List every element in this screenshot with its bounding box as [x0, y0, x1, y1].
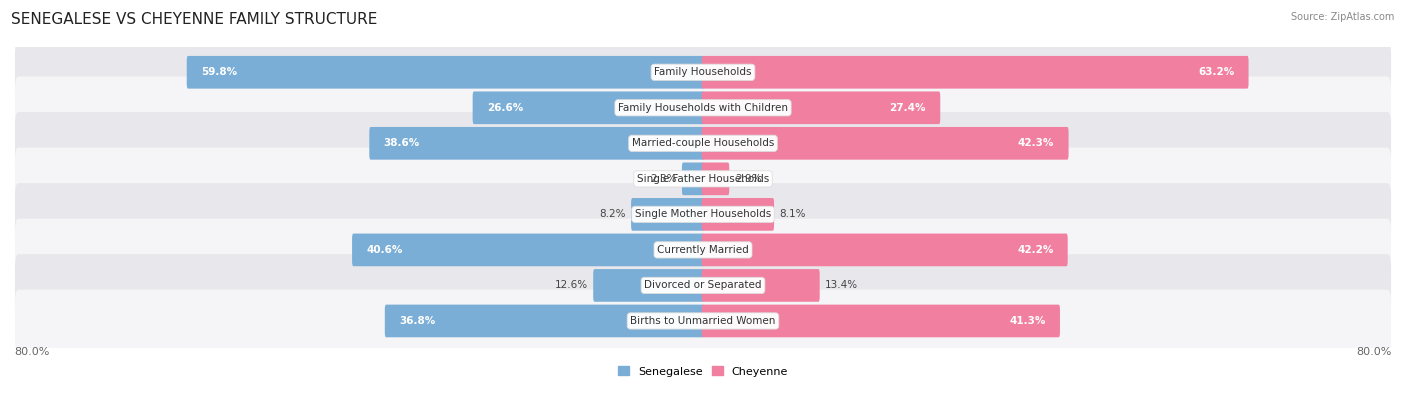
Text: 80.0%: 80.0% — [14, 346, 49, 357]
FancyBboxPatch shape — [702, 162, 730, 195]
Text: Divorced or Separated: Divorced or Separated — [644, 280, 762, 290]
Text: 26.6%: 26.6% — [486, 103, 523, 113]
Text: 40.6%: 40.6% — [367, 245, 402, 255]
FancyBboxPatch shape — [15, 148, 1391, 210]
Text: Source: ZipAtlas.com: Source: ZipAtlas.com — [1291, 12, 1395, 22]
Text: 42.2%: 42.2% — [1017, 245, 1053, 255]
FancyBboxPatch shape — [702, 198, 775, 231]
Text: 41.3%: 41.3% — [1010, 316, 1046, 326]
FancyBboxPatch shape — [187, 56, 704, 88]
Text: Single Father Households: Single Father Households — [637, 174, 769, 184]
FancyBboxPatch shape — [15, 290, 1391, 352]
FancyBboxPatch shape — [385, 305, 704, 337]
Text: 2.9%: 2.9% — [735, 174, 762, 184]
Text: SENEGALESE VS CHEYENNE FAMILY STRUCTURE: SENEGALESE VS CHEYENNE FAMILY STRUCTURE — [11, 12, 378, 27]
FancyBboxPatch shape — [15, 41, 1391, 103]
Text: Births to Unmarried Women: Births to Unmarried Women — [630, 316, 776, 326]
FancyBboxPatch shape — [702, 92, 941, 124]
Text: 80.0%: 80.0% — [1357, 346, 1392, 357]
FancyBboxPatch shape — [370, 127, 704, 160]
FancyBboxPatch shape — [702, 305, 1060, 337]
Text: 59.8%: 59.8% — [201, 67, 238, 77]
FancyBboxPatch shape — [15, 254, 1391, 317]
FancyBboxPatch shape — [702, 56, 1249, 88]
Legend: Senegalese, Cheyenne: Senegalese, Cheyenne — [613, 362, 793, 381]
FancyBboxPatch shape — [702, 233, 1067, 266]
Text: 12.6%: 12.6% — [554, 280, 588, 290]
FancyBboxPatch shape — [631, 198, 704, 231]
Text: 38.6%: 38.6% — [384, 138, 420, 148]
Text: 27.4%: 27.4% — [890, 103, 927, 113]
FancyBboxPatch shape — [702, 269, 820, 302]
FancyBboxPatch shape — [682, 162, 704, 195]
Text: Single Mother Households: Single Mother Households — [636, 209, 770, 219]
Text: 13.4%: 13.4% — [825, 280, 859, 290]
FancyBboxPatch shape — [15, 77, 1391, 139]
FancyBboxPatch shape — [352, 233, 704, 266]
Text: 2.3%: 2.3% — [650, 174, 676, 184]
Text: 42.3%: 42.3% — [1018, 138, 1054, 148]
Text: 8.2%: 8.2% — [599, 209, 626, 219]
FancyBboxPatch shape — [15, 112, 1391, 175]
FancyBboxPatch shape — [472, 92, 704, 124]
FancyBboxPatch shape — [593, 269, 704, 302]
FancyBboxPatch shape — [15, 183, 1391, 246]
Text: Family Households with Children: Family Households with Children — [619, 103, 787, 113]
FancyBboxPatch shape — [702, 127, 1069, 160]
Text: 8.1%: 8.1% — [780, 209, 806, 219]
FancyBboxPatch shape — [15, 219, 1391, 281]
Text: Married-couple Households: Married-couple Households — [631, 138, 775, 148]
Text: Family Households: Family Households — [654, 67, 752, 77]
Text: Currently Married: Currently Married — [657, 245, 749, 255]
Text: 63.2%: 63.2% — [1198, 67, 1234, 77]
Text: 36.8%: 36.8% — [399, 316, 436, 326]
